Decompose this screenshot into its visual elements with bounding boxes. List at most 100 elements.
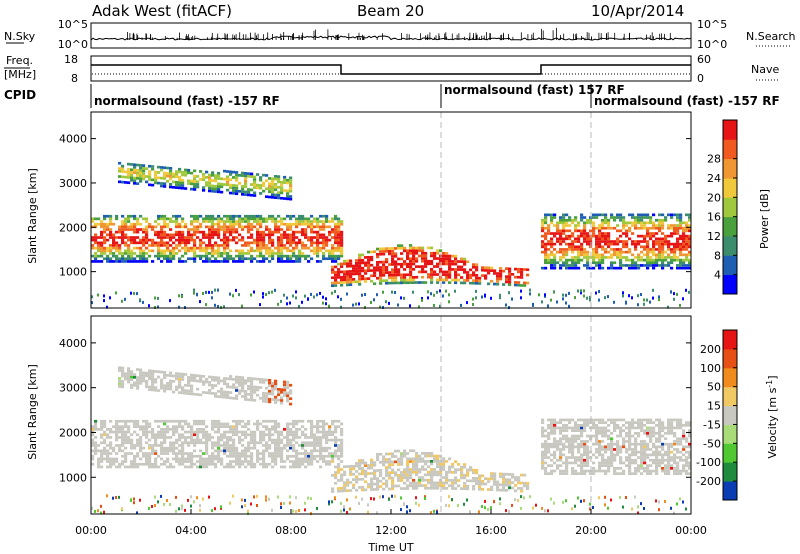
power-cell: [193, 174, 197, 178]
velocity-cell: [109, 465, 113, 469]
velocity-cell: [586, 418, 590, 422]
power-cell: [682, 248, 686, 251]
power-cell: [196, 175, 200, 178]
power-cell: [262, 181, 266, 185]
power-cell: [571, 266, 575, 270]
power-cell: [211, 179, 215, 182]
power-cell: [424, 257, 428, 260]
velocity-cell: [592, 472, 596, 475]
velocity-cell: [124, 433, 128, 437]
velocity-speckle: [406, 510, 408, 514]
velocity-cell: [115, 465, 119, 469]
velocity-cell: [340, 476, 344, 479]
velocity-cell: [286, 397, 290, 400]
power-cell: [169, 254, 173, 258]
velocity-cell: [388, 460, 392, 464]
power-cell: [289, 184, 293, 188]
power-cell: [415, 265, 419, 268]
power-y-axis-label: Slant Range [km]: [26, 168, 39, 264]
power-cell: [505, 280, 509, 284]
power-cell: [634, 242, 638, 246]
velocity-cell: [229, 444, 233, 447]
power-cell: [190, 214, 194, 218]
velocity-cell: [100, 449, 104, 453]
velocity-cell: [217, 381, 221, 385]
power-cell: [394, 276, 398, 279]
velocity-cell: [526, 487, 530, 491]
power-speckle: [235, 288, 237, 292]
velocity-cell: [292, 465, 296, 469]
power-cell: [136, 169, 140, 172]
velocity-cell: [148, 388, 152, 391]
power-cell: [664, 250, 668, 254]
velocity-cell: [112, 457, 116, 461]
velocity-cell: [157, 433, 161, 437]
power-cell: [211, 189, 215, 193]
velocity-cell: [478, 474, 482, 478]
velocity-cell: [463, 487, 467, 491]
power-cell: [193, 260, 197, 263]
velocity-cell: [193, 392, 197, 396]
power-cell: [682, 253, 686, 257]
velocity-cell: [370, 472, 374, 475]
power-cell: [223, 225, 227, 229]
velocity-cell: [187, 460, 191, 463]
power-cell: [559, 216, 563, 219]
power-cell: [103, 241, 107, 245]
velocity-cell: [268, 397, 272, 401]
velocity-cell: [337, 479, 341, 482]
power-cell: [601, 232, 605, 235]
velocity-cell: [280, 438, 284, 442]
velocity-cell: [580, 432, 584, 435]
velocity-cell: [307, 460, 311, 463]
power-cell: [577, 229, 581, 233]
power-cell: [421, 281, 425, 284]
power-cell: [499, 275, 503, 278]
power-cell: [370, 263, 374, 267]
velocity-speckle: [469, 510, 471, 514]
velocity-cell: [421, 465, 425, 469]
velocity-cell: [403, 476, 407, 480]
velocity-cell: [226, 449, 230, 453]
velocity-speckle: [409, 509, 411, 513]
velocity-cell: [580, 442, 584, 446]
velocity-cell: [337, 487, 341, 490]
velocity-speckle: [130, 498, 132, 502]
power-speckle: [313, 295, 315, 299]
power-cell: [382, 247, 386, 251]
velocity-speckle: [91, 506, 93, 510]
velocity-cell: [175, 385, 179, 389]
velocity-cell: [160, 457, 164, 461]
power-cell: [364, 272, 368, 275]
power-cell: [550, 237, 554, 241]
power-cell: [232, 225, 236, 229]
power-cell: [619, 229, 623, 233]
power-cell: [433, 257, 437, 260]
velocity-cell: [130, 373, 134, 376]
power-cell: [490, 279, 494, 283]
power-cell: [682, 242, 686, 246]
power-cell: [586, 253, 590, 257]
power-cell: [199, 238, 203, 242]
velocity-cell: [229, 454, 233, 458]
velocity-cell: [346, 478, 350, 482]
velocity-cell: [589, 450, 593, 454]
velocity-cell: [565, 461, 569, 465]
velocity-cell: [145, 462, 149, 466]
velocity-cell: [580, 461, 584, 465]
velocity-cell: [442, 460, 446, 463]
power-cell: [289, 241, 293, 245]
velocity-cell: [163, 376, 167, 380]
power-speckle: [205, 290, 207, 294]
velocity-cell: [103, 452, 107, 455]
velocity-cell: [121, 380, 125, 383]
velocity-cell: [541, 453, 545, 457]
velocity-cell: [319, 419, 323, 423]
velocity-cell: [586, 440, 590, 443]
power-cell: [364, 264, 368, 267]
power-cell: [214, 241, 218, 245]
power-cell: [244, 257, 248, 261]
velocity-cell: [265, 444, 269, 447]
power-cell: [637, 221, 641, 225]
